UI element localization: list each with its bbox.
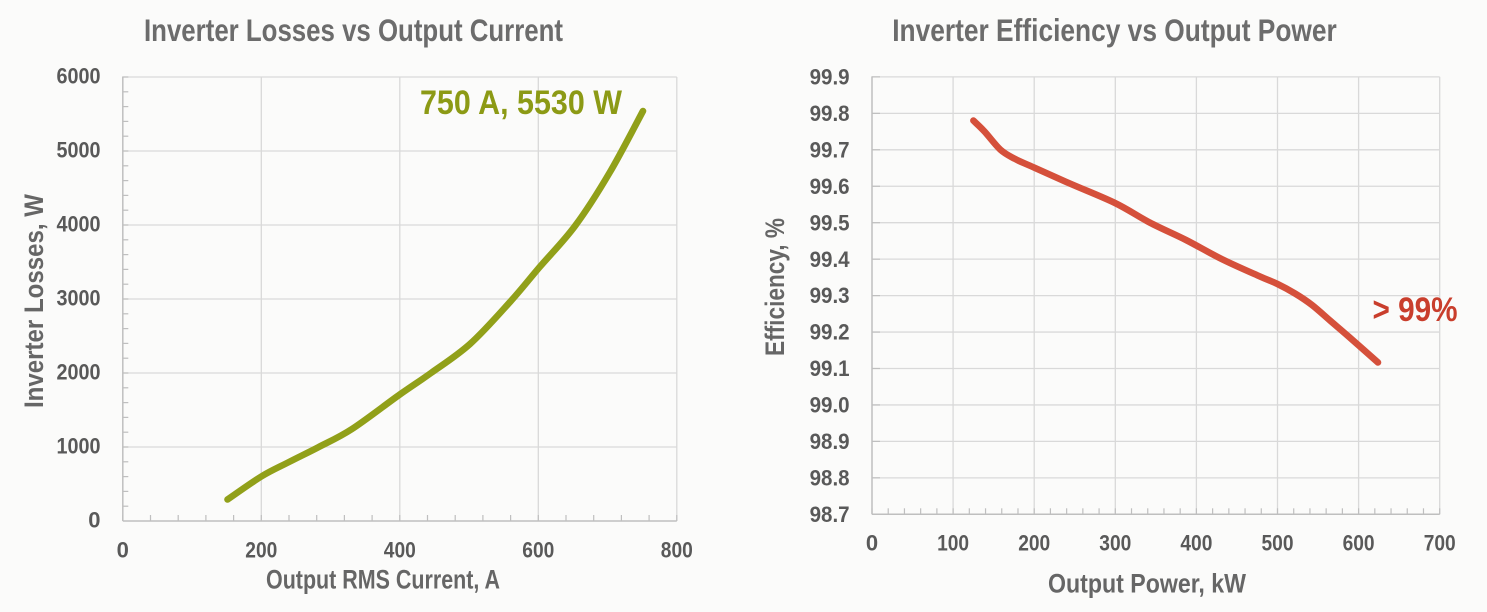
svg-text:600: 600 xyxy=(522,537,554,562)
svg-text:Output Power, kW: Output Power, kW xyxy=(1048,569,1247,599)
svg-text:Inverter Losses vs Output Curr: Inverter Losses vs Output Current xyxy=(144,12,563,48)
svg-text:4000: 4000 xyxy=(57,212,101,237)
svg-text:> 99%: > 99% xyxy=(1373,291,1458,329)
svg-text:0: 0 xyxy=(88,508,100,533)
svg-text:99.4: 99.4 xyxy=(810,247,851,272)
svg-text:600: 600 xyxy=(1343,531,1375,556)
svg-text:99.2: 99.2 xyxy=(810,320,850,345)
svg-text:99.0: 99.0 xyxy=(810,393,850,418)
svg-text:99.1: 99.1 xyxy=(810,356,850,381)
svg-text:800: 800 xyxy=(661,537,693,562)
svg-text:Output RMS Current, A: Output RMS Current, A xyxy=(266,564,500,594)
svg-text:Efficiency, %: Efficiency, % xyxy=(760,218,790,356)
svg-text:Inverter Efficiency vs Output: Inverter Efficiency vs Output Power xyxy=(892,12,1337,48)
svg-text:99.9: 99.9 xyxy=(810,65,850,90)
svg-text:99.5: 99.5 xyxy=(810,210,850,235)
svg-text:1000: 1000 xyxy=(57,434,101,459)
svg-text:200: 200 xyxy=(1018,531,1050,556)
svg-text:99.7: 99.7 xyxy=(810,137,850,162)
svg-text:700: 700 xyxy=(1424,531,1456,556)
svg-text:200: 200 xyxy=(245,537,277,562)
svg-text:98.7: 98.7 xyxy=(810,502,850,527)
svg-text:0: 0 xyxy=(117,537,129,562)
svg-text:750 A, 5530 W: 750 A, 5530 W xyxy=(420,84,623,122)
svg-text:99.3: 99.3 xyxy=(810,283,850,308)
svg-text:2000: 2000 xyxy=(57,360,101,385)
svg-text:500: 500 xyxy=(1262,531,1294,556)
svg-text:99.8: 99.8 xyxy=(810,101,850,126)
svg-text:99.6: 99.6 xyxy=(810,174,850,199)
svg-text:400: 400 xyxy=(1180,531,1212,556)
svg-text:5000: 5000 xyxy=(57,138,101,163)
svg-text:3000: 3000 xyxy=(57,286,101,311)
svg-text:300: 300 xyxy=(1099,531,1131,556)
svg-text:98.8: 98.8 xyxy=(810,466,850,491)
svg-text:400: 400 xyxy=(384,537,416,562)
svg-text:0: 0 xyxy=(866,531,878,556)
svg-text:6000: 6000 xyxy=(57,64,101,89)
svg-text:Inverter Losses, W: Inverter Losses, W xyxy=(19,193,49,408)
svg-text:98.9: 98.9 xyxy=(810,429,850,454)
svg-text:100: 100 xyxy=(937,531,969,556)
